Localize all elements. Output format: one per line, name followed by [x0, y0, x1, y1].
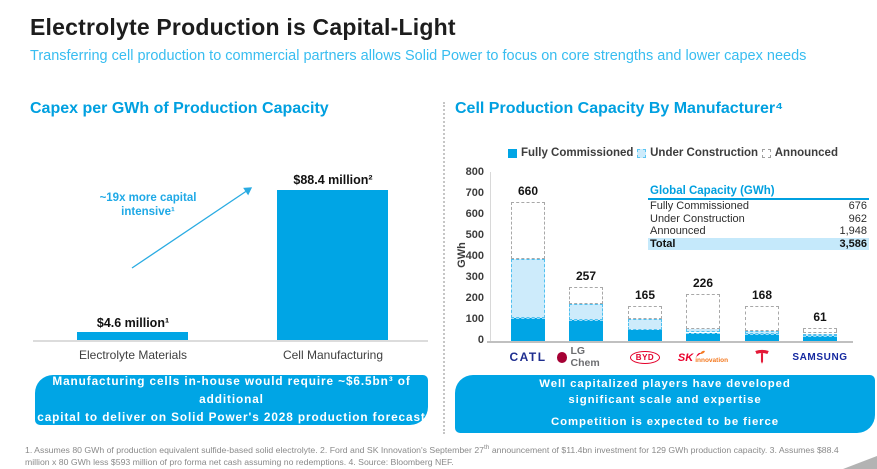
y-tick-label: 600: [465, 208, 484, 220]
logo-tesla: [733, 346, 791, 368]
legend: Fully Commissioned Under Construction An…: [508, 147, 838, 159]
global-capacity-table: Global Capacity (GWh) Fully Commissioned…: [648, 185, 869, 250]
right-callout-line2: significant scale and expertise: [568, 393, 762, 406]
page-subtitle: Transferring cell production to commerci…: [30, 48, 807, 64]
logo-samsung: SAMSUNG: [792, 351, 848, 363]
vertical-divider: [443, 102, 445, 434]
y-tick-label: 500: [465, 229, 484, 241]
y-tick-label: 200: [465, 292, 484, 304]
category-label-cell-mfg: Cell Manufacturing: [282, 348, 384, 362]
segment-fully-commissioned-samsung: [803, 336, 837, 341]
bar-total-label: 168: [751, 288, 773, 302]
right-callout-line1: Well capitalized players have developed: [539, 377, 791, 390]
legend-item-under-construction: Under Construction: [637, 147, 758, 159]
table-total-row: Total 3,586: [648, 237, 869, 250]
footnote-superscript: th: [483, 444, 490, 451]
bar-total-label: 226: [692, 276, 714, 290]
segment-fully-commissioned-tesla: [745, 334, 779, 341]
segment-fully-commissioned-catl: [511, 318, 545, 341]
bar-total-label: 660: [517, 184, 539, 198]
legend-label: Under Construction: [650, 147, 759, 159]
arrow-icon: [131, 187, 253, 269]
table-header: Global Capacity (GWh): [648, 185, 869, 200]
legend-label: Fully Commissioned: [521, 147, 634, 159]
segment-under-construction-catl: [511, 259, 545, 318]
footnote-text: announcement of $11.4bn investment for 1…: [25, 444, 839, 467]
sk-butterfly-icon: [695, 350, 706, 358]
y-tick-label: 700: [465, 187, 484, 199]
segment-announced-catl: [511, 202, 545, 259]
y-tick-label: 800: [465, 166, 484, 178]
row-label: Total: [650, 237, 676, 250]
segment-fully-commissioned-byd: [628, 329, 662, 341]
segment-announced-lg-chem: [569, 287, 603, 304]
y-tick-label: 100: [465, 313, 484, 325]
logo-lg-chem: LG Chem: [557, 345, 615, 369]
logo-sk-innovation: SK innovation: [674, 346, 732, 368]
left-callout-line1: Manufacturing cells in-house would requi…: [52, 374, 411, 407]
row-value: 3,586: [839, 237, 867, 250]
segment-under-construction-lg-chem: [569, 304, 603, 320]
legend-item-fully-commissioned: Fully Commissioned: [508, 147, 633, 159]
segment-under-construction-byd: [628, 319, 662, 330]
row-value: 1,948: [839, 225, 867, 237]
right-callout-line3: Competition is expected to be fierce: [551, 416, 779, 429]
segment-under-construction-tesla: [745, 331, 779, 334]
tesla-t-icon: [755, 349, 769, 364]
cell-mfg-bar-value: $88.4 million²: [293, 173, 373, 187]
left-callout-box: Manufacturing cells in-house would requi…: [35, 374, 428, 425]
y-axis-line: [490, 172, 491, 341]
legend-item-announced: Announced: [761, 147, 838, 159]
table-row: Fully Commissioned 676: [648, 200, 869, 213]
row-label: Under Construction: [650, 212, 745, 225]
lg-circle-icon: [557, 351, 568, 363]
electrolyte-bar-value: $4.6 million¹: [96, 316, 170, 330]
bar-total-label: 257: [575, 269, 597, 283]
row-value: 676: [848, 200, 867, 212]
logo-catl: CATL: [509, 350, 547, 364]
segment-announced-samsung: [803, 328, 837, 333]
legend-marker-solid-icon: [508, 148, 517, 158]
right-callout-box: Well capitalized players have developed …: [455, 375, 875, 433]
footnote-text: 1. Assumes 80 GWh of production equivale…: [25, 444, 484, 455]
right-chart-baseline: [487, 341, 853, 343]
row-value: 962: [848, 212, 867, 225]
table-row: Announced 1,948: [648, 225, 869, 238]
y-tick-label: 300: [465, 271, 484, 283]
legend-label: Announced: [774, 147, 838, 159]
segment-announced-byd: [628, 306, 662, 319]
logo-byd: BYD: [616, 346, 674, 368]
left-callout-line2: capital to deliver on Solid Power's 2028…: [37, 409, 426, 424]
category-label-electrolyte: Electrolyte Materials: [78, 348, 188, 362]
segment-announced-sk-innovation: [686, 294, 720, 329]
row-label: Announced: [650, 225, 706, 237]
bar-total-label: 61: [813, 310, 827, 324]
segment-announced-tesla: [745, 306, 779, 331]
bar-total-label: 165: [634, 288, 656, 302]
y-tick-label: 0: [477, 334, 484, 346]
y-tick-label: 400: [465, 250, 484, 262]
row-label: Fully Commissioned: [650, 200, 750, 212]
left-chart-baseline: [33, 340, 428, 342]
segment-fully-commissioned-lg-chem: [569, 320, 603, 341]
electrolyte-materials-bar: [77, 332, 188, 340]
corner-decoration: [843, 456, 877, 469]
legend-marker-dashed-empty-icon: [761, 148, 771, 158]
cell-manufacturing-bar: [277, 190, 388, 340]
table-row: Under Construction 962: [648, 213, 869, 226]
capital-intensive-annotation: ~19x more capital intensive¹: [99, 192, 197, 218]
segment-fully-commissioned-sk-innovation: [686, 333, 720, 341]
page-title: Electrolyte Production is Capital-Light: [30, 14, 456, 40]
left-chart-title: Capex per GWh of Production Capacity: [30, 100, 329, 117]
legend-marker-dashed-fill-icon: [637, 148, 647, 158]
segment-under-construction-samsung: [803, 334, 837, 336]
right-chart-title: Cell Production Capacity By Manufacturer…: [455, 100, 783, 117]
footnote: 1. Assumes 80 GWh of production equivale…: [25, 444, 863, 468]
